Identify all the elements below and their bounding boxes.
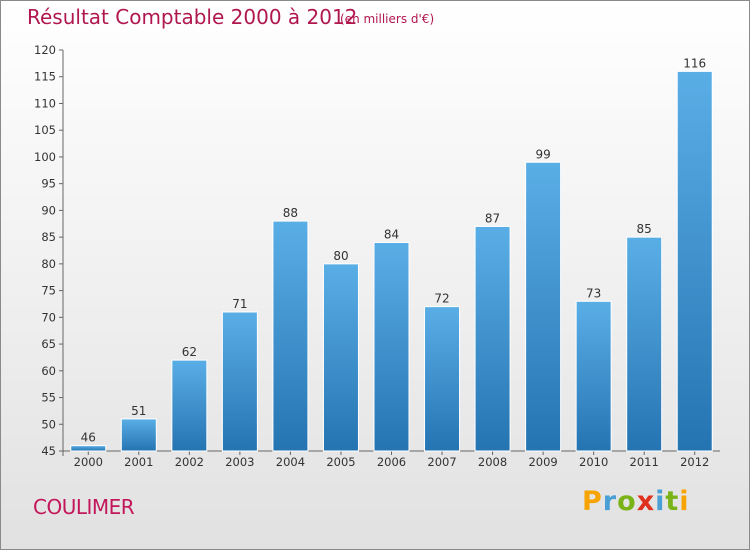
x-tick-label-2009: 2009 xyxy=(528,455,557,469)
x-tick-label-2007: 2007 xyxy=(427,455,456,469)
value-label-2000: 46 xyxy=(81,431,96,445)
logo-letter: t xyxy=(665,486,680,517)
logo-letter: P xyxy=(582,486,603,517)
commune-name: COULIMER xyxy=(33,495,135,519)
x-tick-label-2000: 2000 xyxy=(74,455,103,469)
y-tick-label: 85 xyxy=(41,230,56,244)
chart-subtitle: (en milliers d'€) xyxy=(340,12,435,26)
chart-title: Résultat Comptable 2000 à 2012 xyxy=(27,5,358,29)
value-label-2003: 71 xyxy=(232,297,247,311)
x-tick-label-2012: 2012 xyxy=(680,455,709,469)
y-tick-label: 65 xyxy=(41,337,56,351)
y-tick-label: 120 xyxy=(34,43,56,57)
logo-letter: i xyxy=(679,486,690,517)
chart-labels: 2000 46 2001 51 2002 62 2003 71 2004 88 2005 80 2006… xyxy=(74,56,710,469)
bar-2003 xyxy=(221,311,258,452)
bar-2007 xyxy=(424,306,461,452)
x-tick-label-2010: 2010 xyxy=(579,455,608,469)
bar-2002 xyxy=(171,359,208,452)
bar-2009 xyxy=(525,161,562,452)
bar-2001 xyxy=(120,418,157,452)
value-label-2005: 80 xyxy=(333,249,348,263)
value-label-2008: 87 xyxy=(485,211,500,225)
y-tick-label: 90 xyxy=(41,203,56,217)
bar-2008 xyxy=(474,225,511,452)
x-tick-label-2004: 2004 xyxy=(276,455,305,469)
y-tick-label: 80 xyxy=(41,257,56,271)
x-tick-label-2002: 2002 xyxy=(175,455,204,469)
y-tick-label: 100 xyxy=(34,150,56,164)
bar-2006 xyxy=(373,241,410,452)
x-tick-label-2003: 2003 xyxy=(225,455,254,469)
bar-2005 xyxy=(322,263,359,452)
value-label-2012: 116 xyxy=(683,56,706,70)
y-tick-label: 95 xyxy=(41,177,56,191)
value-label-2007: 72 xyxy=(434,292,449,306)
y-tick-label: 115 xyxy=(34,70,56,84)
y-tick-label: 45 xyxy=(41,444,56,458)
logo-letter: o xyxy=(617,486,637,517)
y-tick-label: 110 xyxy=(34,96,56,110)
x-tick-label-2001: 2001 xyxy=(124,455,153,469)
logo-letter: i xyxy=(655,486,666,517)
logo-letter: r xyxy=(602,486,618,517)
bar-2004 xyxy=(272,220,309,452)
x-tick-label-2006: 2006 xyxy=(377,455,406,469)
value-label-2002: 62 xyxy=(182,345,197,359)
value-label-2010: 73 xyxy=(586,286,601,300)
bar-2011 xyxy=(626,236,663,452)
value-label-2006: 84 xyxy=(384,227,399,241)
y-tick-label: 70 xyxy=(41,310,56,324)
value-label-2004: 88 xyxy=(283,206,298,220)
logo-letter: x xyxy=(636,486,656,517)
y-tick-label: 60 xyxy=(41,364,56,378)
chart-bars xyxy=(70,70,713,452)
y-tick-label: 55 xyxy=(41,391,56,405)
y-tick-label: 105 xyxy=(34,123,56,137)
value-label-2001: 51 xyxy=(131,404,146,418)
proxiti-logo[interactable]: Proxiti xyxy=(582,486,690,517)
y-tick-label: 50 xyxy=(41,417,56,431)
x-tick-label-2008: 2008 xyxy=(478,455,507,469)
bar-2000 xyxy=(70,445,107,452)
chart-axes: 45 50 55 60 65 70 75 80 85 90 95 100 105 110 115 120 xyxy=(34,43,720,458)
y-tick-label: 75 xyxy=(41,284,56,298)
bar-2012 xyxy=(676,70,713,452)
x-tick-label-2011: 2011 xyxy=(630,455,659,469)
value-label-2011: 85 xyxy=(637,222,652,236)
x-tick-label-2005: 2005 xyxy=(326,455,355,469)
bar-2010 xyxy=(575,300,612,452)
value-label-2009: 99 xyxy=(535,147,550,161)
